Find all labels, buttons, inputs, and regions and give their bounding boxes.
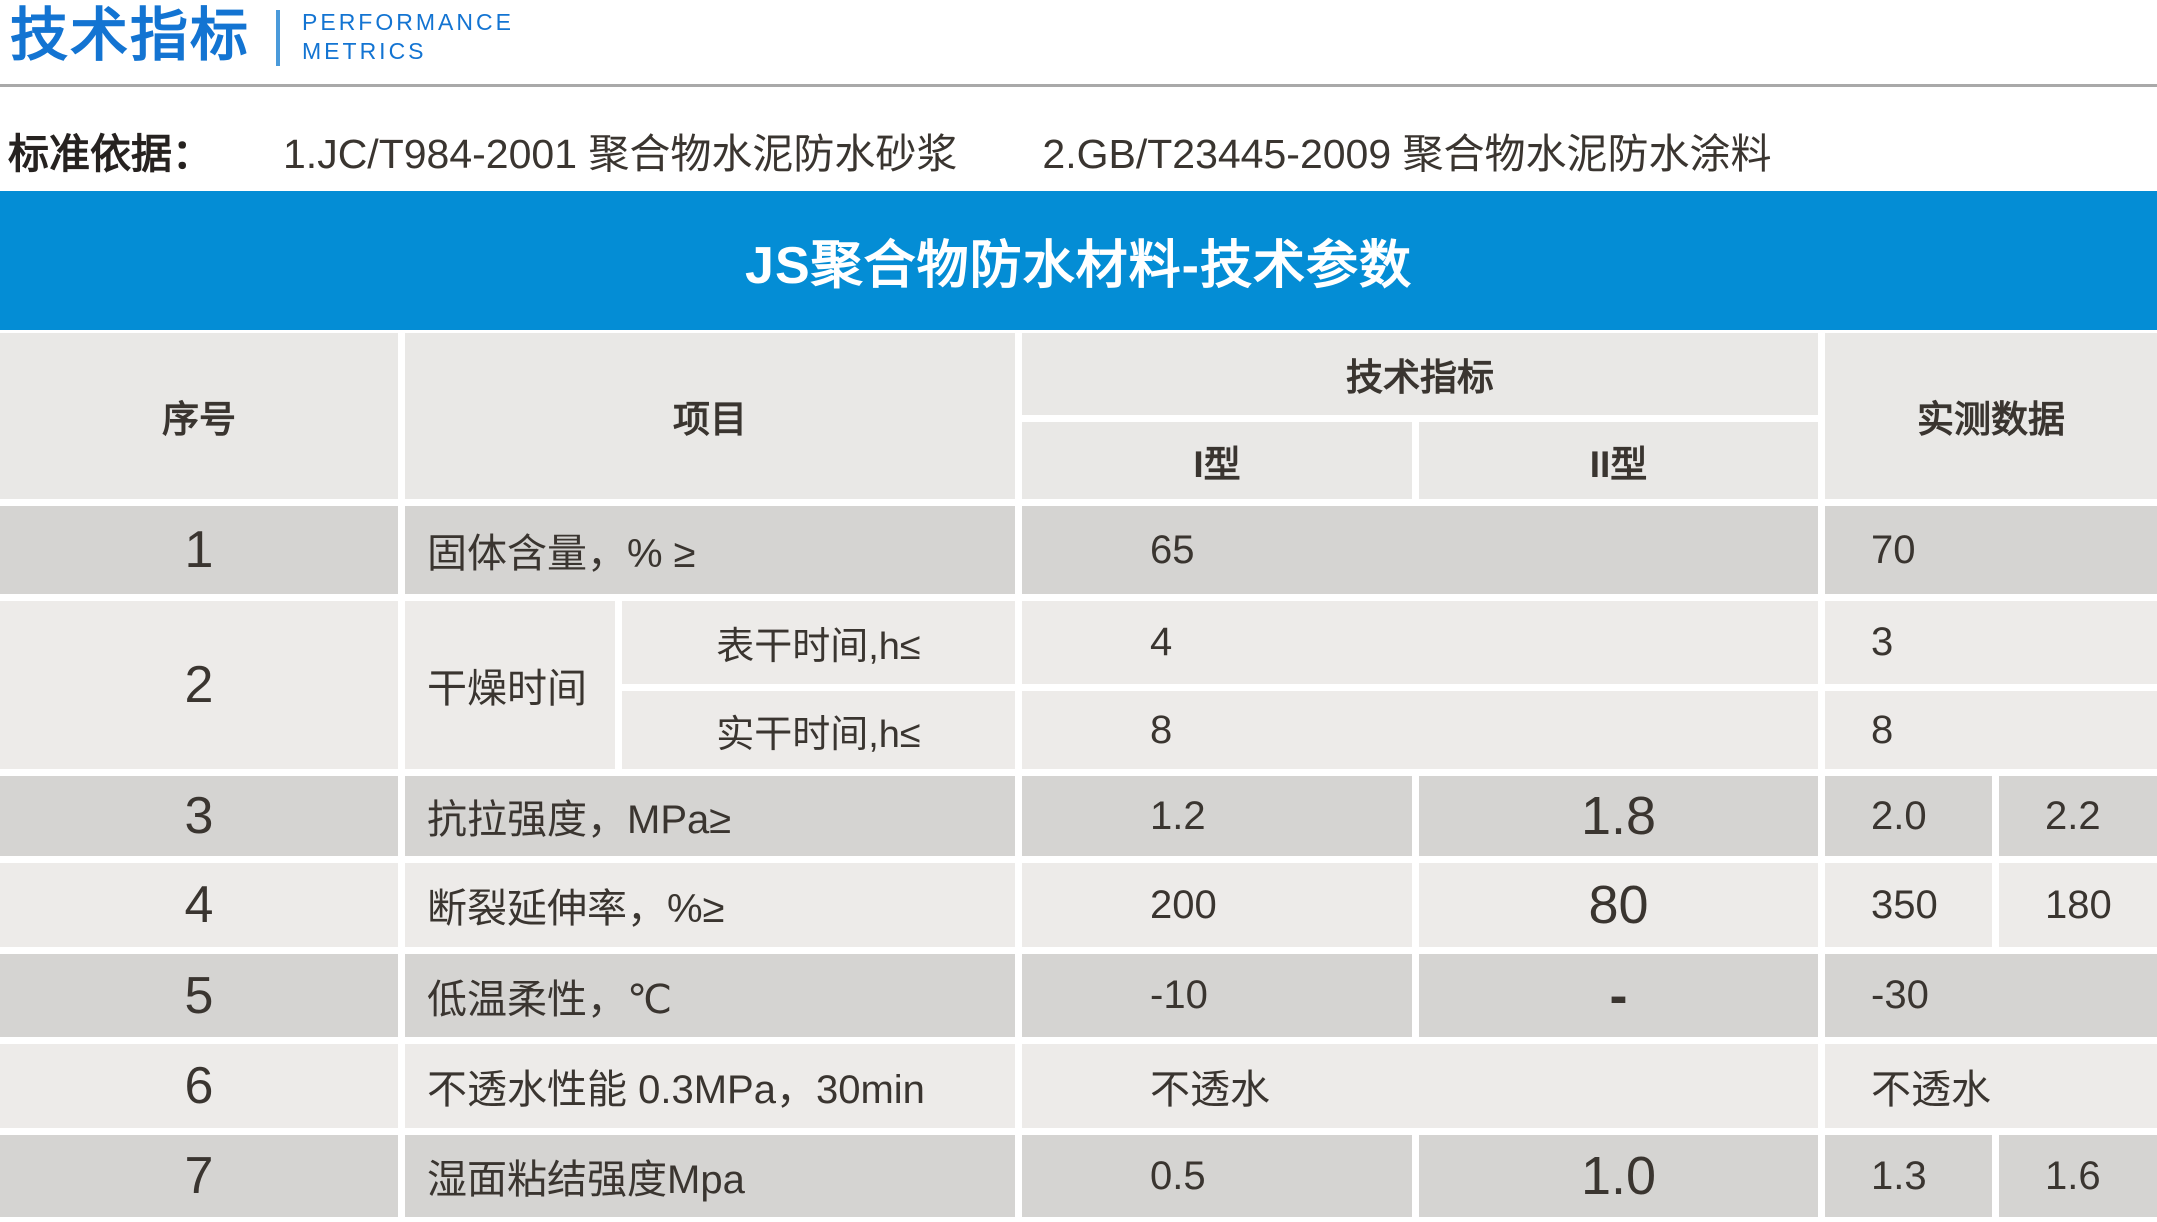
page-subtitle: PERFORMANCE METRICS xyxy=(302,6,514,66)
subtitle-line-1: PERFORMANCE xyxy=(302,9,514,35)
row3-type2-value: 1.8 xyxy=(1419,776,1818,856)
header-cell-measured: 实测数据 xyxy=(1825,333,2157,499)
header-cell-item: 项目 xyxy=(405,333,1015,499)
standards-label: 标准依据： xyxy=(8,131,213,177)
page-title: 技术指标 xyxy=(10,3,251,68)
standards-line: 标准依据： 1.JC/T984-2001 聚合物水泥防水砂浆 2.GB/T234… xyxy=(8,120,1772,180)
row2-sub1-tech-value: 4 xyxy=(1022,601,1818,684)
row6-no: 6 xyxy=(0,1044,398,1128)
row3-item: 抗拉强度，MPa≥ xyxy=(405,776,1015,856)
header-cell-type2: II型 xyxy=(1419,422,1818,499)
row6-tech-value: 不透水 xyxy=(1022,1044,1818,1128)
row4-type1-value: 200 xyxy=(1022,863,1412,947)
row7-measured2-value: 1.6 xyxy=(1999,1135,2157,1217)
row4-measured2-value: 180 xyxy=(1999,863,2157,947)
row2-sub2-label: 实干时间,h≤ xyxy=(622,691,1015,769)
row1-tech-value: 65 xyxy=(1022,506,1818,594)
table-banner-title: JS聚合物防水材料-技术参数 xyxy=(745,237,1412,295)
row1-item: 固体含量，% ≥ xyxy=(405,506,1015,594)
row3-measured1-value: 2.0 xyxy=(1825,776,1992,856)
header-rule xyxy=(0,84,2157,87)
row6-measured-value: 不透水 xyxy=(1825,1044,2157,1128)
row5-type2-value: - xyxy=(1419,954,1818,1037)
row2-sub2-tech-value: 8 xyxy=(1022,691,1818,769)
row3-measured2-value: 2.2 xyxy=(1999,776,2157,856)
table-banner: JS聚合物防水材料-技术参数 xyxy=(0,191,2157,330)
row7-type1-value: 0.5 xyxy=(1022,1135,1412,1217)
row2-sub2-measured-value: 8 xyxy=(1825,691,2157,769)
row4-type2-value: 80 xyxy=(1419,863,1818,947)
row2-no: 2 xyxy=(0,601,398,769)
row7-item: 湿面粘结强度Mpa xyxy=(405,1135,1015,1217)
row2-sub1-measured-value: 3 xyxy=(1825,601,2157,684)
row5-type1-value: -10 xyxy=(1022,954,1412,1037)
spec-table: 序号 项目 技术指标 I型 II型 实测数据 1 固体含量，% ≥ 65 70 … xyxy=(0,333,2157,1217)
row4-measured1-value: 350 xyxy=(1825,863,1992,947)
row6-item: 不透水性能 0.3MPa，30min xyxy=(405,1044,1015,1128)
row1-measured-value: 70 xyxy=(1825,506,2157,594)
row7-measured1-value: 1.3 xyxy=(1825,1135,1992,1217)
header-cell-tech-index: 技术指标 xyxy=(1022,333,1818,415)
row4-item: 断裂延伸率，%≥ xyxy=(405,863,1015,947)
row3-no: 3 xyxy=(0,776,398,856)
row5-no: 5 xyxy=(0,954,398,1037)
page-header: 技术指标 PERFORMANCE METRICS xyxy=(10,3,514,68)
row3-type1-value: 1.2 xyxy=(1022,776,1412,856)
row1-no: 1 xyxy=(0,506,398,594)
standard-item-2: 2.GB/T23445-2009 聚合物水泥防水涂料 xyxy=(1042,131,1772,177)
header-cell-no: 序号 xyxy=(0,333,398,499)
header-cell-type1: I型 xyxy=(1022,422,1412,499)
row4-no: 4 xyxy=(0,863,398,947)
row2-item: 干燥时间 xyxy=(405,601,615,769)
row2-sub1-label: 表干时间,h≤ xyxy=(622,601,1015,684)
title-divider xyxy=(276,10,281,66)
row5-measured-value: -30 xyxy=(1825,954,2157,1037)
row7-type2-value: 1.0 xyxy=(1419,1135,1818,1217)
row7-no: 7 xyxy=(0,1135,398,1217)
standard-item-1: 1.JC/T984-2001 聚合物水泥防水砂浆 xyxy=(283,131,958,177)
row5-item: 低温柔性，℃ xyxy=(405,954,1015,1037)
subtitle-line-2: METRICS xyxy=(302,38,427,64)
